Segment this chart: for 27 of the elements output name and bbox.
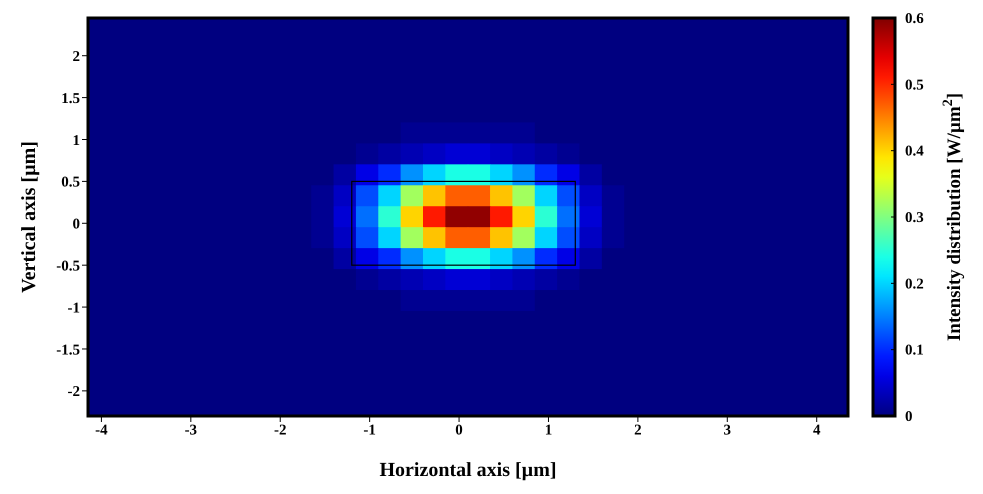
- color-bar-label: 0.1: [905, 342, 924, 359]
- y-tick-label: -2: [68, 384, 80, 400]
- color-bar-label: 0.3: [905, 210, 924, 226]
- y-tick-label: 2: [72, 49, 80, 66]
- y-tick-label: -1: [68, 300, 80, 316]
- x-tick-label: -2: [274, 422, 286, 439]
- y-tick-label: -0.5: [56, 258, 80, 275]
- color-bar-label: 0.6: [905, 11, 924, 27]
- x-tick-label: -3: [184, 422, 198, 439]
- x-tick-label: 3: [724, 422, 732, 439]
- y-tick-label: 1.5: [61, 90, 80, 107]
- color-bar-label: 0.4: [905, 144, 924, 160]
- x-tick-label: 4: [812, 422, 821, 439]
- color-bar-label: 0.2: [905, 276, 924, 292]
- x-tick-label: 1: [544, 422, 552, 439]
- color-bar-label: 0.5: [905, 77, 924, 94]
- color-bar-label: 0: [905, 409, 912, 425]
- y-axis-title: Vertical axis [µm]: [18, 141, 40, 293]
- x-tick-label: -4: [95, 422, 108, 439]
- y-tick-label: -1.5: [56, 342, 80, 358]
- y-tick-label: 0.5: [61, 174, 80, 191]
- y-tick-label: 1: [72, 132, 80, 149]
- x-axis-title: Horizontal axis [µm]: [379, 459, 557, 481]
- y-tick-label: 0: [72, 216, 80, 233]
- x-tick-label: 2: [634, 422, 642, 439]
- x-tick-label: -1: [363, 422, 376, 439]
- x-tick-label: 0: [455, 422, 463, 439]
